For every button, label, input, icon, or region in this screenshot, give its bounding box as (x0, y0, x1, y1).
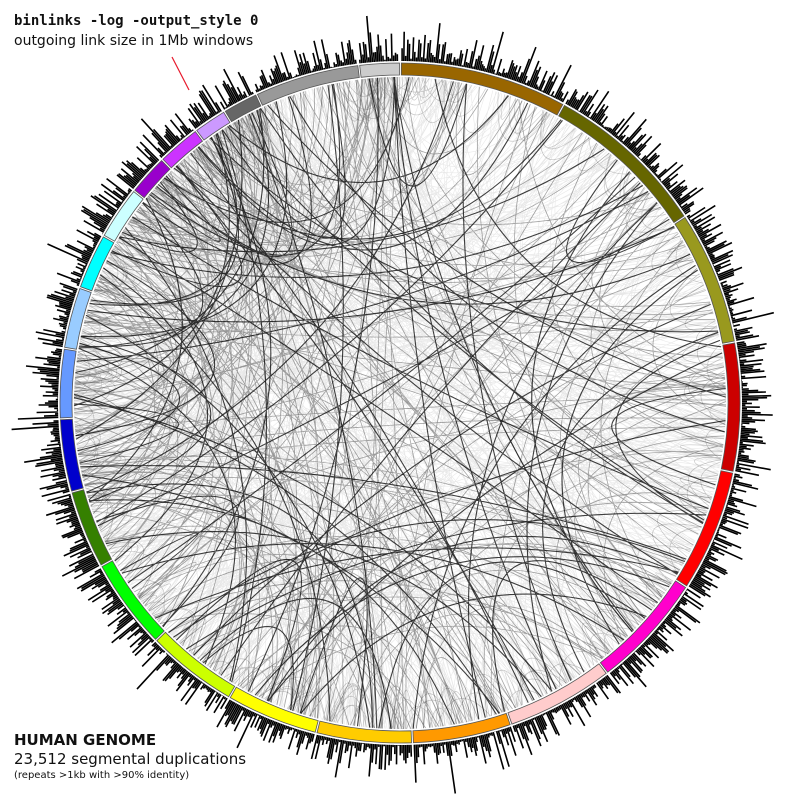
chromosome-segment-21 (196, 111, 231, 141)
chromosome-segment-1 (400, 62, 564, 116)
chromosome-segment-11 (156, 631, 236, 698)
chromosome-ideogram-ring (59, 62, 741, 744)
chromosome-segment-6 (599, 580, 687, 673)
track-description: outgoing link size in 1Mb windows (14, 33, 254, 49)
chromosome-segment-3 (674, 216, 735, 344)
chromosome-segment-8 (412, 712, 511, 744)
chromosome-segment-17 (79, 236, 115, 292)
chromosome-segment-23 (256, 65, 360, 106)
chromosome-segment-19 (134, 160, 171, 199)
chromosome-segment-15 (59, 348, 77, 419)
figure-title: HUMAN GENOME (14, 731, 157, 749)
segmental-duplication-links (73, 76, 727, 730)
chromosome-segment-5 (675, 470, 734, 587)
chromosome-segment-12 (101, 560, 165, 640)
histogram-bars (11, 15, 774, 794)
chromosome-segment-20 (162, 130, 204, 169)
annotation-pointer-line (171, 56, 190, 91)
links-strong (73, 76, 727, 729)
figure-note: (repeats >1kb with >90% identity) (14, 770, 190, 781)
chromosome-segment-13 (71, 489, 113, 566)
chromosome-segment-24 (359, 62, 400, 78)
chromosome-segment-9 (316, 720, 412, 744)
command-label: binlinks -log -output_style 0 (14, 13, 259, 29)
links-faint (73, 76, 727, 730)
chromosome-segment-4 (720, 342, 741, 472)
chromosome-segment-7 (507, 663, 607, 725)
chromosome-segment-2 (558, 104, 685, 224)
chromosome-segment-22 (224, 94, 262, 123)
chromosome-segment-14 (59, 418, 84, 492)
chromosome-segment-16 (64, 287, 92, 350)
outgoing-link-histogram (11, 15, 774, 794)
chromosome-segment-10 (229, 686, 319, 733)
links-medium (73, 76, 727, 730)
figure-subtitle: 23,512 segmental duplications (14, 750, 247, 768)
chromosome-segment-18 (103, 191, 144, 242)
